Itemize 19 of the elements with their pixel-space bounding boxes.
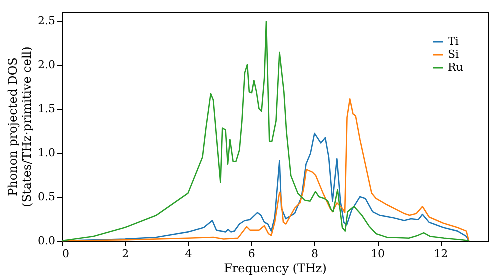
legend-label: Ru <box>448 61 464 74</box>
y-axis-title: Phonon projected DOS (States/THz·primitive cell) <box>6 46 34 208</box>
y-tick-label: 2.0 <box>38 58 56 72</box>
x-tick-label: 4 <box>185 248 192 260</box>
x-tick-label: 2 <box>122 248 130 260</box>
y-tick-label: 1.5 <box>38 102 56 116</box>
y-tick-label: 2.5 <box>38 14 56 28</box>
y-tick-label: 1.0 <box>38 146 56 160</box>
legend-label: Ti <box>448 35 460 48</box>
x-tick-label: 6 <box>248 248 256 260</box>
x-axis-title: Frequency (THz) <box>224 262 327 276</box>
line-series <box>61 21 470 242</box>
x-tick-label: 12 <box>434 248 448 260</box>
y-tick-label: 0.5 <box>38 190 56 204</box>
legend-label: Si <box>448 48 460 61</box>
x-tick-label: 8 <box>311 248 318 260</box>
x-tick-label: 0 <box>62 248 70 260</box>
y-tick-label: 0.0 <box>38 234 56 248</box>
x-tick-label: 10 <box>371 248 386 260</box>
